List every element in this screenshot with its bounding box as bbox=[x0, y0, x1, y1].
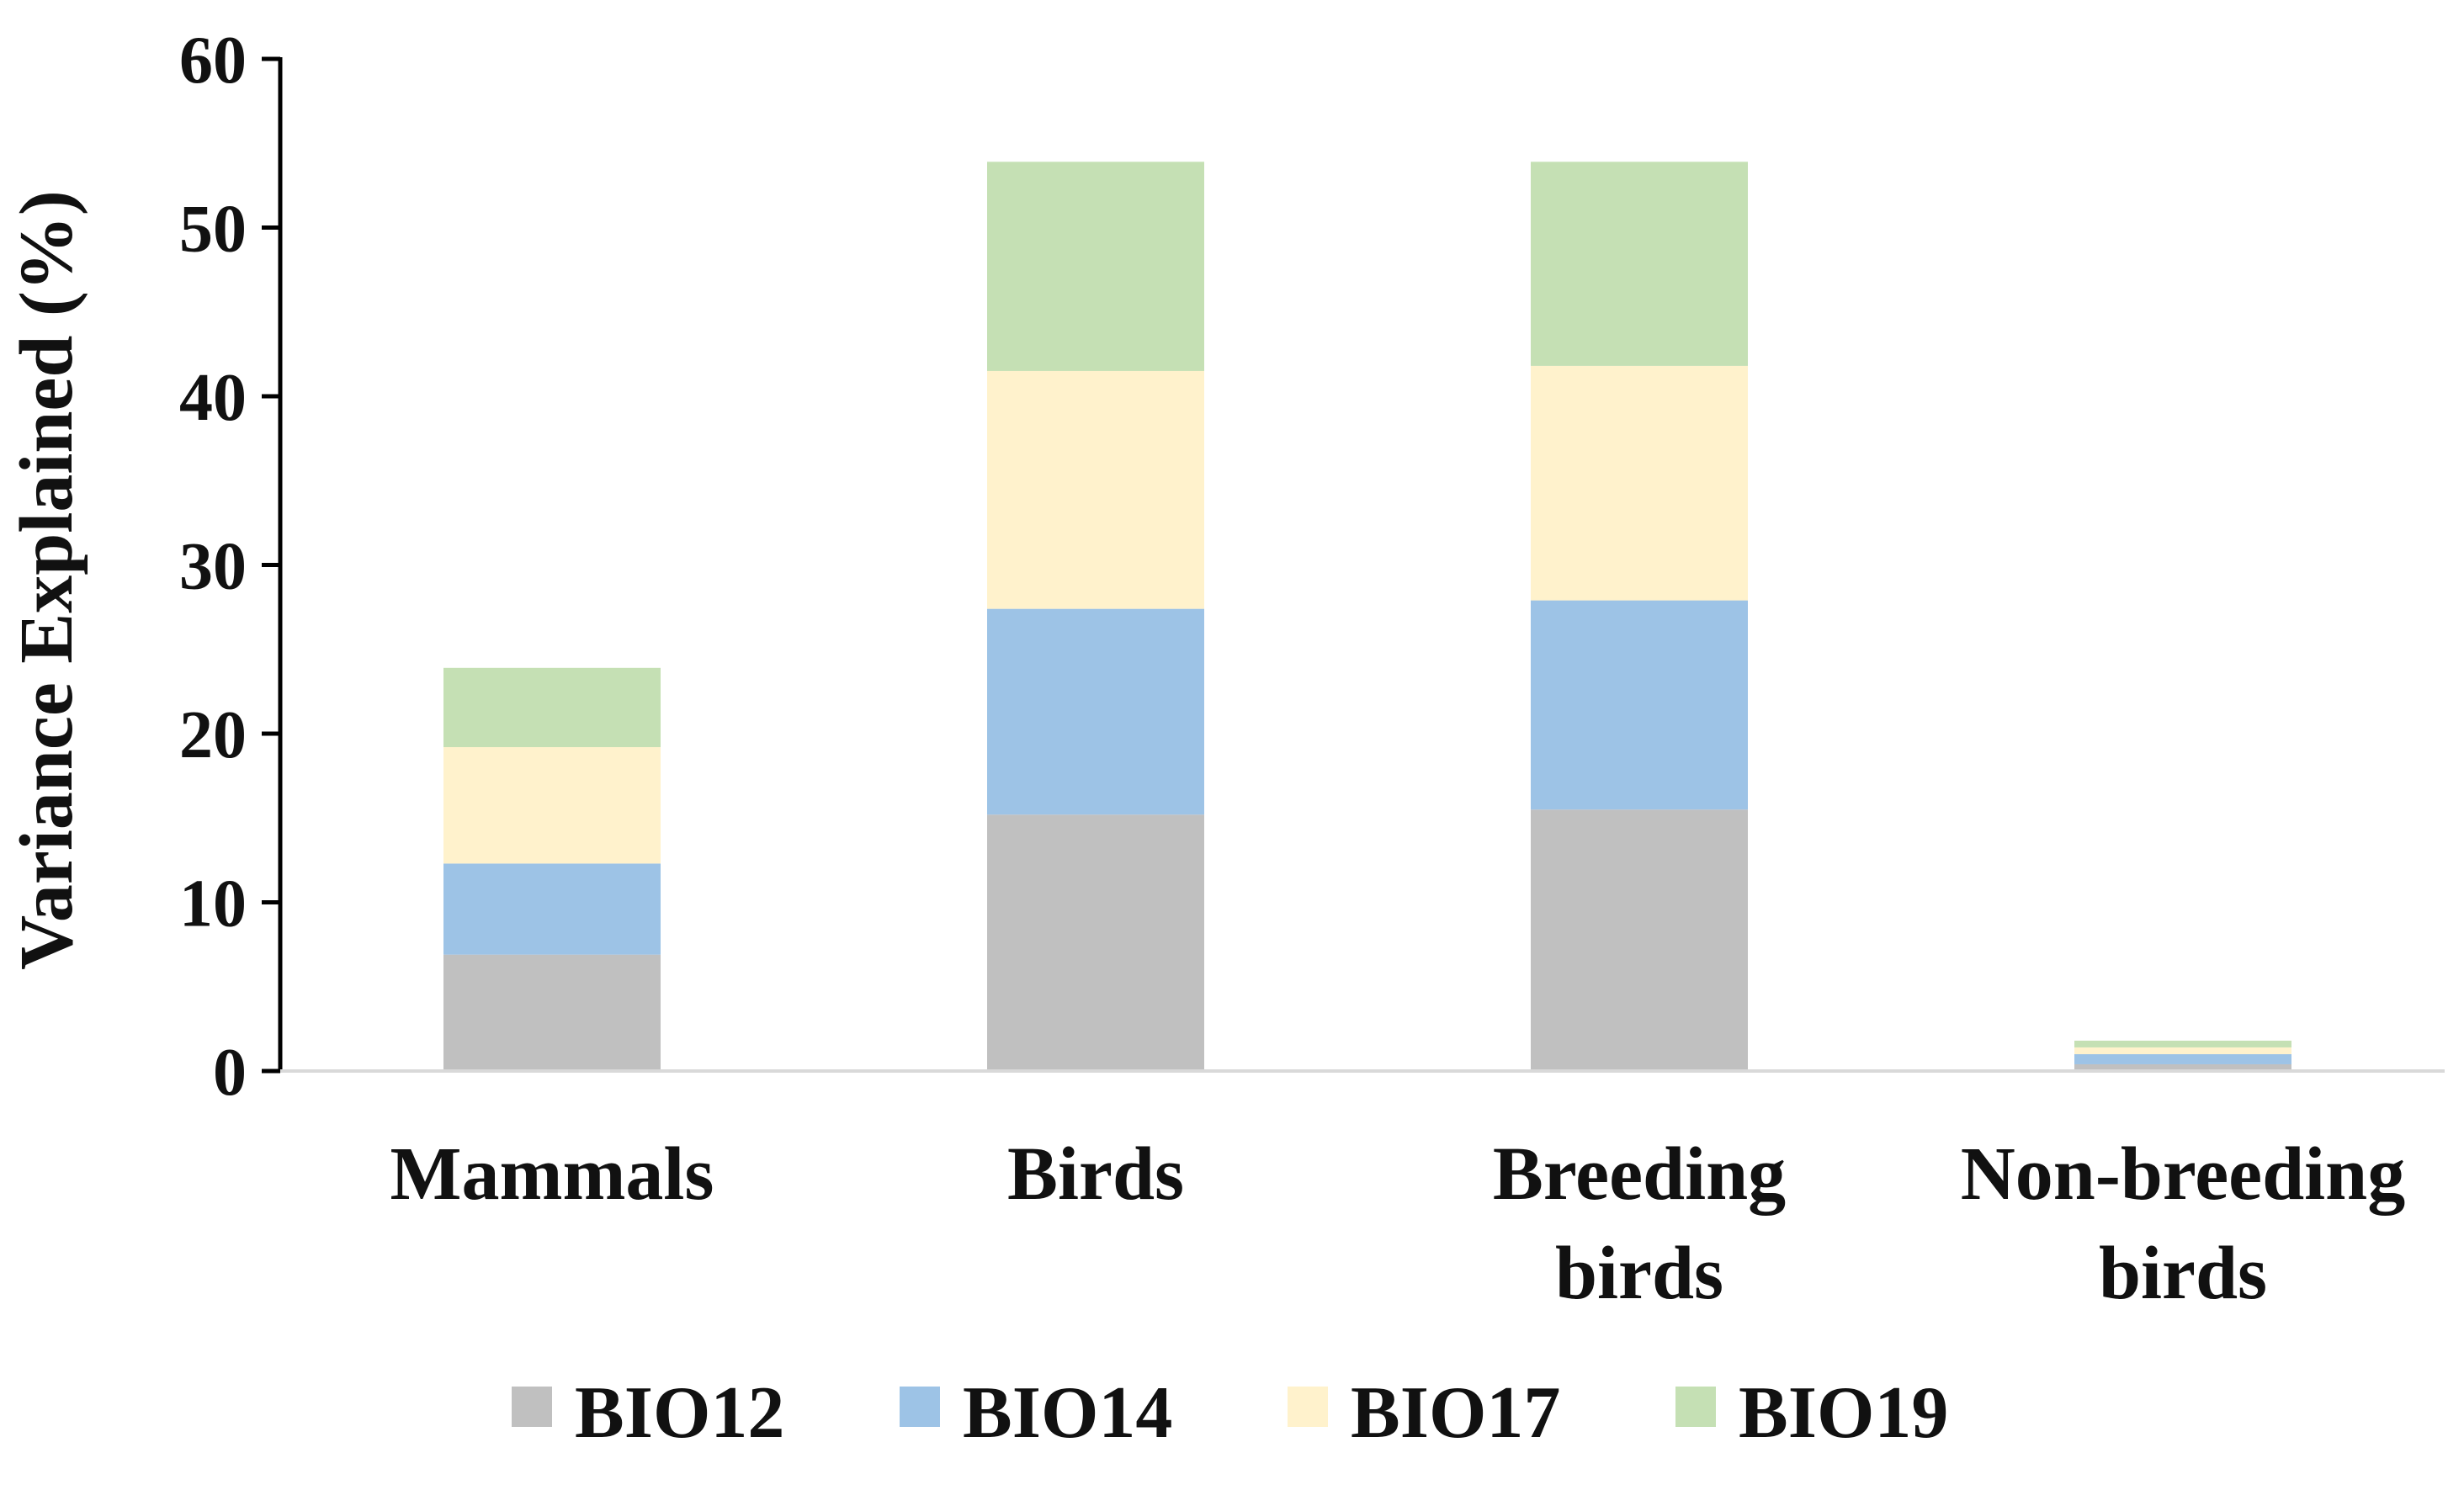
bar-segment-bio19 bbox=[443, 667, 661, 748]
y-tick-label: 20 bbox=[179, 698, 247, 772]
y-tick-label: 40 bbox=[179, 361, 247, 435]
bars bbox=[279, 162, 2445, 1073]
category-label: Non-breeding bbox=[1961, 1132, 2405, 1216]
y-tick-label: 10 bbox=[179, 867, 247, 941]
y-tick-label: 0 bbox=[213, 1036, 247, 1110]
bar-segment-bio12 bbox=[987, 814, 1204, 1071]
bar-segment-bio14 bbox=[987, 608, 1204, 815]
bar-segment-bio12 bbox=[2074, 1063, 2291, 1071]
bar-segment-bio12 bbox=[443, 954, 661, 1071]
category-label: Mammals bbox=[390, 1132, 714, 1216]
legend-label: BIO14 bbox=[963, 1372, 1172, 1454]
legend-label: BIO12 bbox=[575, 1372, 784, 1454]
legend-swatch-bio14 bbox=[900, 1387, 940, 1427]
bar-segment-bio19 bbox=[1531, 162, 1748, 366]
y-tick-label: 30 bbox=[179, 530, 247, 604]
legend-label: BIO17 bbox=[1351, 1372, 1560, 1454]
bar-segment-bio14 bbox=[443, 863, 661, 955]
legend-swatch-bio17 bbox=[1288, 1387, 1328, 1427]
category-label: Breeding bbox=[1493, 1132, 1786, 1216]
y-ticks: 0 10 20 30 40 50 60 bbox=[179, 24, 280, 1110]
legend: BIO12 BIO14 BIO17 BIO19 bbox=[512, 1372, 1948, 1454]
legend-label: BIO19 bbox=[1739, 1372, 1948, 1454]
bar-segment-bio17 bbox=[1531, 365, 1748, 601]
category-label: birds bbox=[1555, 1232, 1723, 1315]
bar-segment-bio17 bbox=[443, 747, 661, 864]
category-label: birds bbox=[2099, 1232, 2267, 1315]
bar-segment-bio12 bbox=[1531, 809, 1748, 1071]
category-labels: Mammals Birds Breeding birds Non-breeding bir… bbox=[390, 1132, 2406, 1315]
bar-segment-bio19 bbox=[987, 162, 1204, 371]
legend-swatch-bio19 bbox=[1675, 1387, 1716, 1427]
bar-segment-bio19 bbox=[2074, 1040, 2291, 1047]
bar-segment-bio14 bbox=[2074, 1053, 2291, 1064]
bar-segment-bio14 bbox=[1531, 600, 1748, 810]
legend-swatch-bio12 bbox=[512, 1387, 552, 1427]
y-axis-title: Variance Explained (%) bbox=[5, 190, 88, 970]
bar-segment-bio17 bbox=[2074, 1047, 2291, 1054]
category-label: Birds bbox=[1007, 1132, 1184, 1216]
bar-segment-bio17 bbox=[987, 370, 1204, 609]
y-tick-label: 60 bbox=[179, 24, 247, 98]
y-tick-label: 50 bbox=[179, 193, 247, 267]
